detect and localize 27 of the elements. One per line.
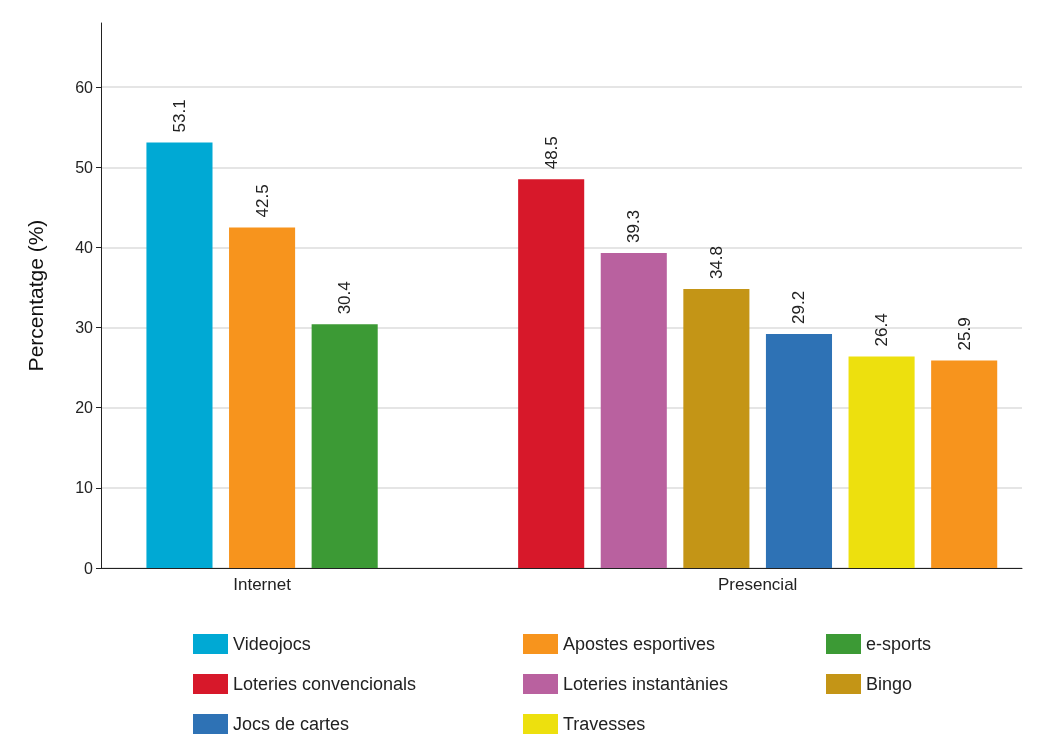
x-tick-label: Internet (233, 575, 292, 594)
data-label: 39.3 (624, 209, 644, 244)
data-label: 53.1 (169, 99, 189, 133)
y-tick-label: 10 (75, 479, 94, 497)
legend-label: e-sports (866, 634, 932, 654)
y-tick-label: 50 (75, 158, 94, 176)
y-axis-title: Percentatge (%) (24, 219, 47, 372)
legend-label: Videojocs (233, 634, 311, 654)
data-label: 48.5 (541, 136, 561, 170)
data-label: 42.5 (252, 184, 272, 218)
legend-label: Loteries instantànies (563, 674, 729, 694)
x-tick-label: Presencial (717, 575, 798, 594)
y-tick-label: 0 (84, 559, 94, 577)
data-label: 26.4 (872, 313, 892, 347)
y-tick-label: 60 (75, 78, 94, 96)
data-label: 34.8 (706, 245, 726, 280)
legend-label: Apostes esportives (563, 634, 716, 654)
y-tick-label: 30 (75, 319, 94, 337)
data-label: 30.4 (335, 281, 355, 315)
y-tick-label: 20 (75, 399, 94, 417)
legend-label: Loteries convencionals (233, 674, 417, 694)
y-tick-label: 40 (75, 238, 94, 256)
data-label: 25.9 (954, 317, 974, 351)
legend-label: Jocs de cartes (233, 714, 350, 734)
legend-label: Bingo (866, 674, 913, 694)
legend-label: Travesses (563, 714, 646, 734)
data-label: 29.2 (789, 290, 809, 324)
